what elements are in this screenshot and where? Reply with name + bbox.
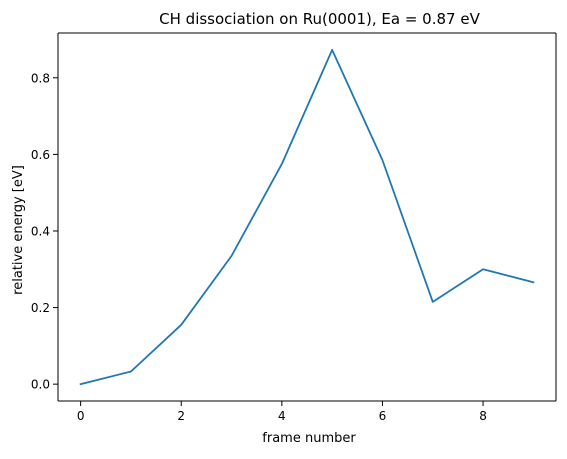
x-tick-label: 0 bbox=[77, 409, 85, 423]
x-axis-label: frame number bbox=[262, 431, 356, 446]
x-tick-label: 8 bbox=[479, 409, 487, 423]
y-tick-label: 0.4 bbox=[31, 224, 50, 238]
y-tick-label: 0.2 bbox=[31, 301, 50, 315]
data-point bbox=[280, 162, 283, 165]
y-tick-label: 0.6 bbox=[31, 148, 50, 162]
data-point bbox=[129, 370, 132, 373]
data-point bbox=[79, 383, 82, 386]
y-tick-label: 0.8 bbox=[31, 71, 50, 85]
plot-area: 0 2 4 6 8 0.0 0.2 0.4 0.6 0.8 bbox=[31, 32, 557, 423]
y-axis-label: relative energy [eV] bbox=[11, 165, 26, 295]
data-point bbox=[230, 254, 233, 257]
data-point bbox=[180, 323, 183, 326]
data-point bbox=[381, 159, 384, 162]
chart-title: CH dissociation on Ru(0001), Ea = 0.87 e… bbox=[159, 10, 480, 28]
x-tick-label: 2 bbox=[177, 409, 185, 423]
data-point bbox=[331, 48, 334, 51]
data-point bbox=[431, 300, 434, 303]
y-tick-label: 0.0 bbox=[31, 378, 50, 392]
x-tick-label: 4 bbox=[278, 409, 286, 423]
series-line bbox=[79, 48, 535, 386]
x-tick-label: 6 bbox=[379, 409, 387, 423]
data-point bbox=[482, 268, 485, 271]
data-point bbox=[532, 281, 535, 284]
